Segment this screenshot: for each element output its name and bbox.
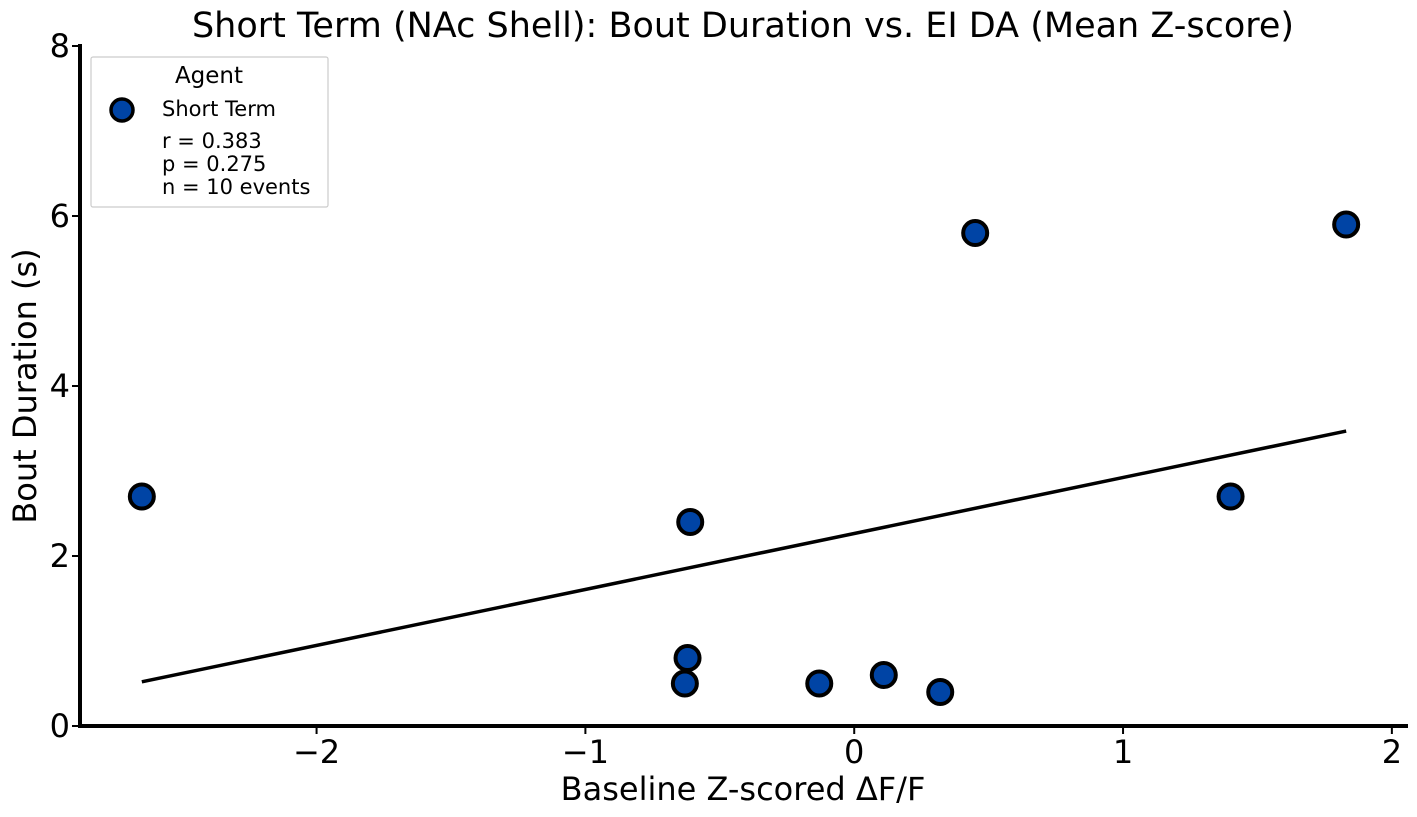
legend-marker xyxy=(109,97,135,123)
data-point xyxy=(926,678,955,706)
data-point xyxy=(673,644,702,672)
legend-stat-p: p = 0.275 xyxy=(162,152,266,176)
y-tick-label: 4 xyxy=(50,367,70,405)
data-point xyxy=(1332,210,1361,239)
data-point xyxy=(127,482,156,511)
y-axis-label: Bout Duration (s) xyxy=(6,248,44,523)
x-tick-label: 2 xyxy=(1382,733,1402,771)
data-point xyxy=(1216,482,1245,511)
data-point xyxy=(805,669,834,698)
x-tick-label: 1 xyxy=(1113,733,1133,771)
legend-stat-r: r = 0.383 xyxy=(162,129,262,153)
x-tick-label: −2 xyxy=(293,733,340,771)
x-axis-label: Baseline Z-scored ΔF/F xyxy=(561,770,926,808)
data-point xyxy=(670,669,699,698)
regression-line xyxy=(141,429,1347,684)
y-tick-label: 8 xyxy=(50,27,70,65)
x-tick-label: −1 xyxy=(562,733,609,771)
legend-box xyxy=(90,56,329,208)
tick-labels-layer: −2 −1 0 1 2 0 2 4 6 8 xyxy=(50,27,1402,771)
y-tick-label: 6 xyxy=(50,197,70,235)
legend-stat-n: n = 10 events xyxy=(162,175,310,199)
legend: Agent Short Term r = 0.383 p = 0.275 n =… xyxy=(90,56,329,208)
regression-line-layer xyxy=(141,429,1347,684)
x-tick-label: 0 xyxy=(844,733,864,771)
y-tick-label: 0 xyxy=(50,707,70,745)
legend-title: Agent xyxy=(175,63,243,89)
data-point xyxy=(869,661,898,689)
chart-title: Short Term (NAc Shell): Bout Duration vs… xyxy=(192,6,1294,46)
data-point xyxy=(961,219,990,247)
data-point xyxy=(676,508,705,536)
legend-entry-label: Short Term xyxy=(162,97,276,121)
y-tick-label: 2 xyxy=(50,537,70,575)
data-points-layer xyxy=(127,210,1361,706)
